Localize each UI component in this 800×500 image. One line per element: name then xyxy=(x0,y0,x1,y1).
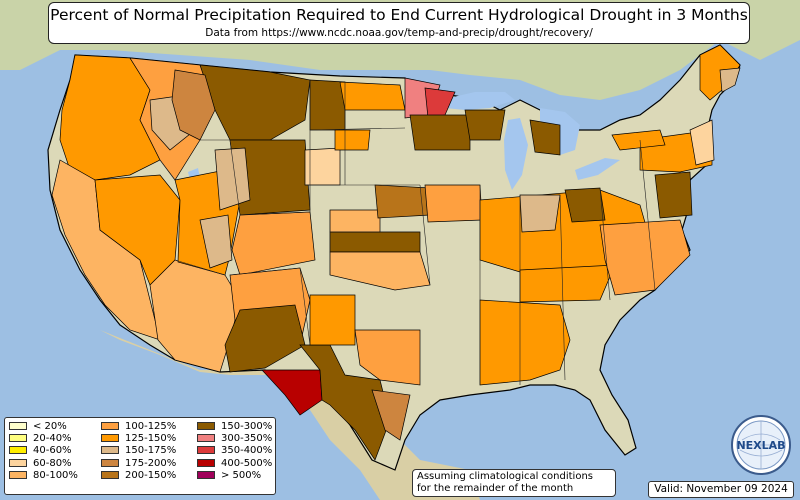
region-montana-brown xyxy=(199,64,311,141)
legend-swatch xyxy=(9,458,27,467)
legend-item: < 20% xyxy=(9,421,78,433)
legend-item: 150-300% xyxy=(197,421,272,433)
legend-col-3: 150-300% 300-350% 350-400% 400-500% > 500% xyxy=(197,421,272,482)
map-title: Percent of Normal Precipitation Required… xyxy=(50,6,748,24)
region-michigan xyxy=(464,109,506,141)
legend-item: > 500% xyxy=(197,470,272,482)
region-kansas-orange xyxy=(329,209,381,233)
legend-label: 100-125% xyxy=(125,421,177,432)
region-texas-orange xyxy=(309,294,356,346)
region-dakota-orange xyxy=(339,81,406,111)
legend-item: 350-400% xyxy=(197,445,272,457)
legend-swatch xyxy=(197,458,215,467)
legend-label: < 20% xyxy=(33,421,67,432)
assumption-note: Assuming climatological conditions for t… xyxy=(412,469,616,497)
legend-swatch xyxy=(101,458,119,467)
legend-item: 200-150% xyxy=(101,470,176,482)
legend-item: 300-350% xyxy=(197,433,272,445)
region-iowa-orange xyxy=(424,184,483,223)
legend-swatch xyxy=(101,470,119,479)
legend-label: 60-80% xyxy=(33,457,72,469)
legend-label: 125-150% xyxy=(125,433,177,445)
legend-swatch xyxy=(101,422,119,430)
legend-swatch xyxy=(9,470,27,479)
legend-swatch xyxy=(101,446,119,455)
legend-label: 80-100% xyxy=(33,469,78,481)
legend-swatch xyxy=(197,446,215,455)
legend-swatch xyxy=(101,434,119,443)
legend-label: 300-350% xyxy=(221,433,273,445)
region-wyoming-tan xyxy=(214,147,251,211)
legend-label: 400-500% xyxy=(221,457,273,469)
legend-item: 125-150% xyxy=(101,433,176,445)
region-texas-light xyxy=(371,389,411,441)
legend-item: 20-40% xyxy=(9,433,78,445)
region-nebraska-orange xyxy=(334,129,371,151)
legend-item: 175-200% xyxy=(101,458,176,470)
legend-item: 400-500% xyxy=(197,458,272,470)
legend-col-2: 100-125% 125-150% 150-175% 175-200% 200-150% xyxy=(101,421,176,482)
drought-regions xyxy=(51,44,741,461)
legend-swatch xyxy=(9,422,27,430)
valid-date: Valid: November 09 2024 xyxy=(648,481,794,498)
region-texas-brown xyxy=(299,344,391,461)
legend-swatch xyxy=(9,446,27,455)
legend-label: 200-150% xyxy=(125,469,177,481)
legend-item: 100-125% xyxy=(101,421,176,433)
note-line-2: for the remainder of the month xyxy=(417,483,574,494)
map-subtitle: Data from https://www.ncdc.noaa.gov/temp… xyxy=(205,27,593,39)
lake-erie xyxy=(575,158,620,180)
legend-swatch xyxy=(197,470,215,479)
region-kansas-brown xyxy=(329,231,421,253)
title-box: Percent of Normal Precipitation Required… xyxy=(48,2,750,44)
legend-swatch xyxy=(197,434,215,443)
region-ohio-brown xyxy=(564,187,606,223)
legend-label: 150-300% xyxy=(221,421,273,432)
lake-michigan xyxy=(504,118,528,190)
legend-label: 350-400% xyxy=(221,445,273,457)
region-ne-tan xyxy=(689,119,715,166)
legend-label: 150-175% xyxy=(125,445,177,457)
legend-col-1: < 20% 20-40% 40-60% 60-80% 80-100% xyxy=(9,421,78,482)
legend-item: 150-175% xyxy=(101,445,176,457)
state-lines xyxy=(159,80,656,385)
region-utah-tan xyxy=(199,214,233,269)
legend-label: > 500% xyxy=(221,469,262,481)
region-dakotas xyxy=(309,79,346,131)
region-tennessee xyxy=(519,264,616,303)
region-wisconsin xyxy=(409,114,471,151)
region-texas-red xyxy=(261,369,323,416)
region-midatlantic xyxy=(654,171,693,219)
legend-label: 175-200% xyxy=(125,457,177,469)
region-ny xyxy=(611,129,666,151)
region-ohio-tan xyxy=(519,194,561,233)
legend-swatch xyxy=(9,434,27,443)
legend-item: 60-80% xyxy=(9,458,78,470)
region-maine-tan xyxy=(719,67,741,93)
nexlab-logo: NEXLAB xyxy=(731,415,791,475)
note-line-1: Assuming climatological conditions xyxy=(417,471,593,482)
legend: < 20% 20-40% 40-60% 60-80% 80-100% 100-125% 1… xyxy=(4,417,276,495)
legend-label: 20-40% xyxy=(33,433,72,445)
legend-item: 40-60% xyxy=(9,445,78,457)
legend-swatch xyxy=(197,422,215,430)
region-nm-brown xyxy=(224,304,306,373)
legend-item: 80-100% xyxy=(9,470,78,482)
logo-text: NEXLAB xyxy=(736,439,785,452)
region-mich-lower xyxy=(529,119,561,156)
region-east-texas xyxy=(354,329,421,386)
legend-label: 40-60% xyxy=(33,445,72,457)
lake-superior xyxy=(440,92,515,110)
